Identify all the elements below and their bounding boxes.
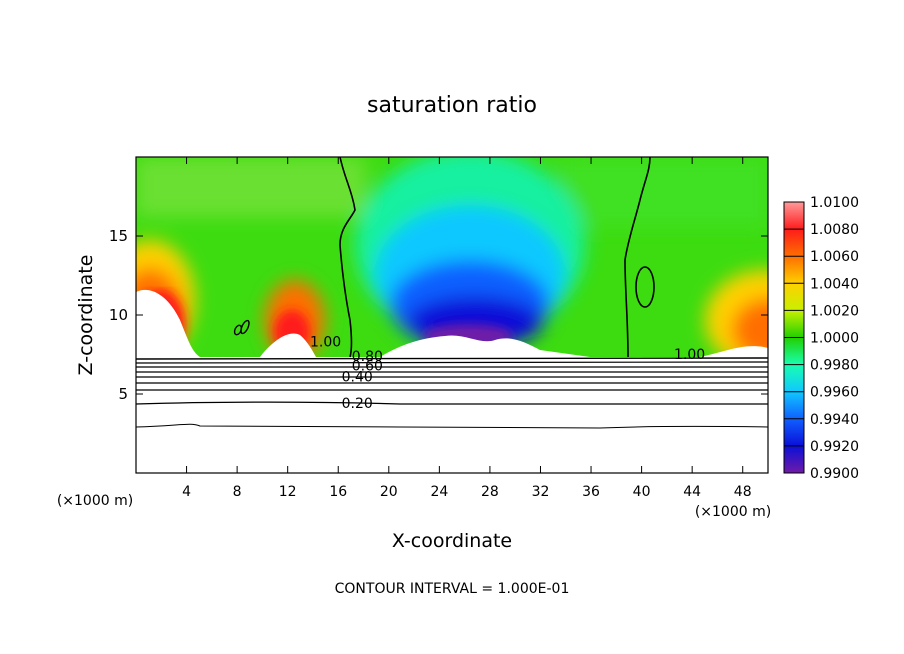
x-tick-label: 48 [734, 484, 752, 500]
x-unit-right: (×1000 m) [695, 504, 771, 520]
contour-label: 1.00 [674, 347, 705, 363]
x-axis-label: X-coordinate [392, 530, 512, 552]
colorbar-label: 0.9940 [810, 412, 859, 428]
y-axis-label: Z-coordinate [75, 255, 97, 376]
left-dry-hump [136, 289, 200, 357]
colorbar-label: 1.0000 [810, 331, 859, 347]
contour-label: 0.60 [352, 358, 383, 374]
contour-label: 0.80 [352, 349, 383, 365]
x-tick-label: 44 [683, 484, 701, 500]
contour-label: 0.40 [342, 369, 373, 385]
x-tick-label: 20 [380, 484, 398, 500]
chart-title: saturation ratio [367, 93, 537, 118]
colorbar-label: 1.0100 [810, 195, 859, 211]
y-tick-label: 15 [109, 227, 128, 245]
colorbar-label: 0.9920 [810, 439, 859, 455]
x-tick-label: 36 [582, 484, 600, 500]
x-tick-label: 28 [481, 484, 499, 500]
x-tick-label: 4 [182, 484, 191, 500]
x-tick-label: 8 [233, 484, 242, 500]
x-tick-label: 32 [532, 484, 550, 500]
x-unit-left: (×1000 m) [57, 493, 133, 509]
colorbar-label: 0.9900 [810, 466, 859, 482]
contour-label: 1.00 [310, 335, 341, 351]
x-tick-label: 12 [279, 484, 297, 500]
colorbar: 1.0100 1.0080 1.0060 1.0040 1.0020 1.0000 0.99… [783, 195, 859, 482]
contour-label: 0.20 [342, 396, 373, 412]
colorbar-label: 1.0080 [810, 222, 859, 238]
colorbar-label: 0.9960 [810, 385, 859, 401]
y-tick-label: 10 [109, 306, 128, 324]
saturation-field: 1.00 0.800.600.40 0.20 1.00 [136, 157, 768, 473]
x-tick-label: 16 [329, 484, 347, 500]
y-tick-label: 5 [118, 385, 128, 403]
contour-interval-note: CONTOUR INTERVAL = 1.000E-01 [335, 581, 570, 597]
colorbar-label: 1.0020 [810, 303, 859, 319]
contour-labels: 1.00 0.800.600.40 0.20 1.00 [310, 335, 705, 413]
y-axis: 5 10 15 [109, 227, 768, 403]
x-tick-label: 24 [430, 484, 448, 500]
x-axis: 4 8 12 16 20 24 28 32 36 40 44 48 [182, 157, 752, 500]
colorbar-label: 1.0060 [810, 249, 859, 265]
colorbar-label: 1.0040 [810, 276, 859, 292]
contour-lines [136, 157, 768, 429]
x-tick-label: 40 [633, 484, 651, 500]
colorbar-label: 0.9980 [810, 358, 859, 374]
